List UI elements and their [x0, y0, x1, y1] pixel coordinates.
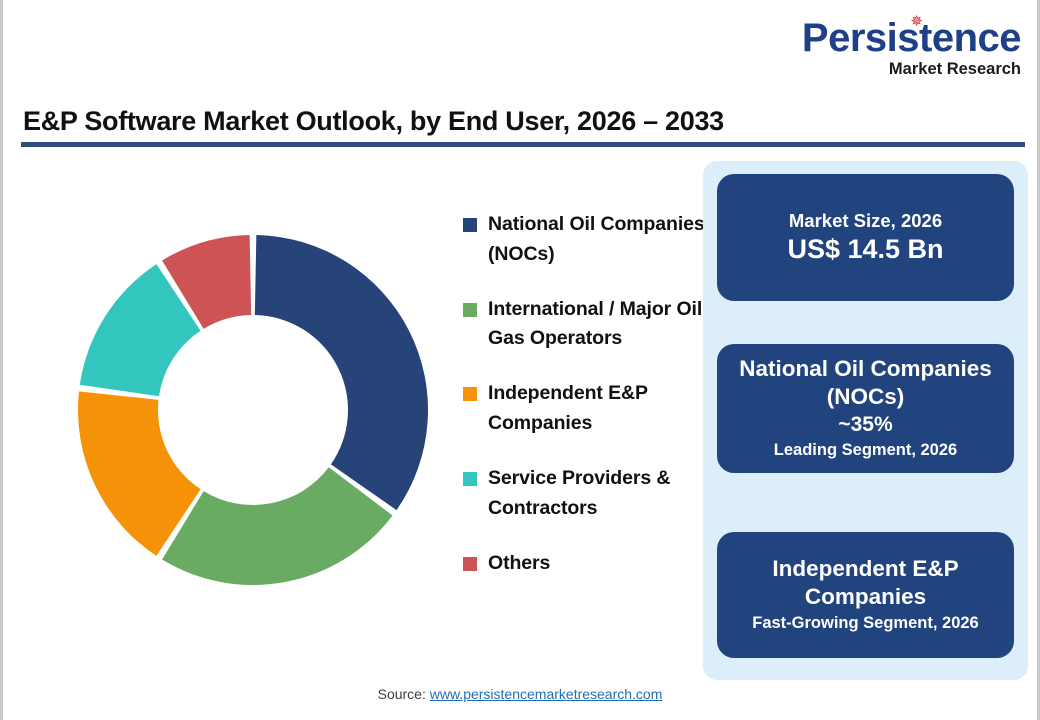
page-title: E&P Software Market Outlook, by End User… — [23, 106, 724, 136]
source-line: Source: www.persistencemarketresearch.co… — [3, 686, 1037, 702]
donut-chart — [77, 235, 429, 586]
star-icon: ✵ — [910, 13, 923, 30]
highlights-panel: Market Size, 2026 US$ 14.5 Bn National O… — [703, 161, 1028, 680]
legend-label: International / Major Oil & Gas Operator… — [488, 297, 722, 350]
brand-name: Persistence — [801, 16, 1022, 60]
chart-area: National Oil Companies (NOCs) Internatio… — [33, 160, 722, 660]
source-link[interactable]: www.persistencemarketresearch.com — [429, 686, 663, 702]
donut-slice-independent-ep-companies[interactable] — [77, 391, 201, 556]
fast-growing-segment-card[interactable]: Independent E&P Companies Fast-Growing S… — [717, 532, 1014, 658]
legend-label: Service Providers & Contractors — [488, 466, 671, 519]
fast-growing-segment-title: Independent E&P Companies — [772, 556, 959, 610]
leading-segment-note: Leading Segment, 2026 — [773, 441, 958, 460]
donut-slice-others[interactable] — [162, 235, 252, 329]
legend-item-national-oil-companies[interactable]: National Oil Companies (NOCs) — [463, 210, 743, 270]
legend-item-international-major-operators[interactable]: International / Major Oil & Gas Operator… — [463, 295, 743, 355]
legend-item-service-providers-contractors[interactable]: Service Providers & Contractors — [463, 464, 743, 524]
title-divider — [21, 142, 1025, 147]
legend-swatch-orange — [463, 387, 477, 402]
legend-label: National Oil Companies (NOCs) — [488, 213, 705, 265]
legend-swatch-navy — [463, 218, 477, 232]
legend-item-independent-ep-companies[interactable]: Independent E&P Companies — [463, 379, 743, 439]
leading-segment-card[interactable]: National Oil Companies (NOCs) ~35% Leadi… — [717, 344, 1014, 473]
legend-swatch-teal — [463, 471, 477, 486]
fast-growing-segment-note: Fast-Growing Segment, 2026 — [752, 614, 979, 633]
brand-tagline: Market Research — [888, 60, 1021, 78]
brand-logo: Persistence ✵ Market Research — [801, 13, 1022, 78]
donut-slice-service-providers-contractors[interactable] — [79, 264, 201, 397]
legend-label: Others — [488, 551, 551, 574]
donut-slice-national-oil-companies[interactable] — [254, 235, 429, 511]
legend-item-others[interactable]: Others — [463, 549, 743, 579]
legend-label: Independent E&P Companies — [488, 382, 648, 435]
market-size-value: US$ 14.5 Bn — [787, 233, 944, 264]
chart-legend: National Oil Companies (NOCs) Internatio… — [463, 210, 743, 603]
source-prefix: Source: — [377, 686, 426, 702]
donut-slice-international-major-operators[interactable] — [162, 467, 393, 586]
market-size-caption: Market Size, 2026 — [788, 209, 943, 231]
leading-segment-percent: ~35% — [838, 413, 893, 437]
market-size-card[interactable]: Market Size, 2026 US$ 14.5 Bn — [717, 174, 1014, 301]
legend-swatch-red — [463, 556, 477, 571]
legend-swatch-green — [463, 302, 477, 317]
leading-segment-title: National Oil Companies (NOCs) — [739, 356, 992, 410]
